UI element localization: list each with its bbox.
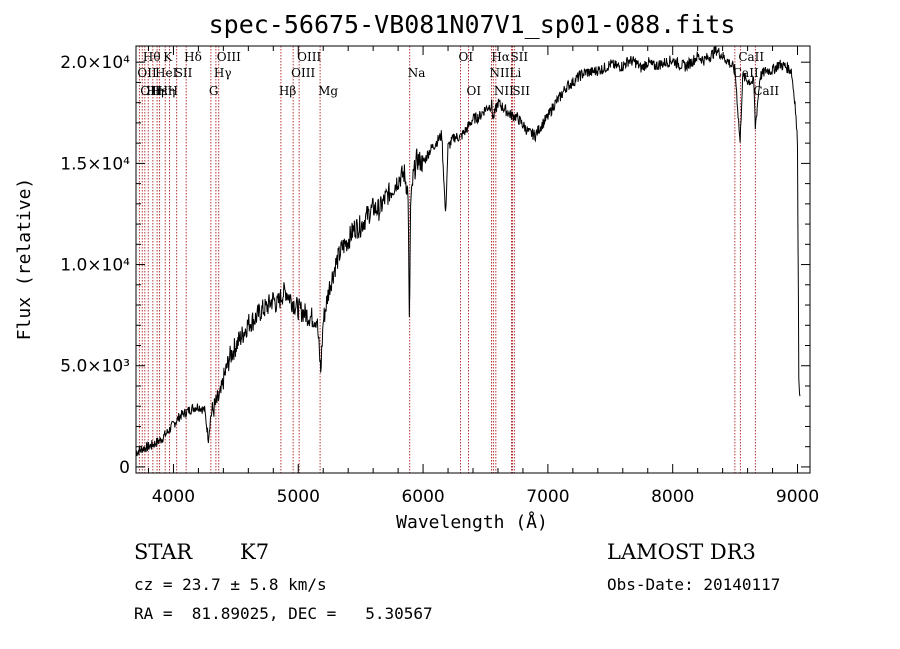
- line-marker-label: Hη: [146, 84, 164, 98]
- x-tick-label: 9000: [776, 487, 819, 507]
- x-tick-label: 8000: [651, 487, 694, 507]
- line-marker-label: OIII: [297, 50, 321, 64]
- line-marker-label: H: [168, 84, 178, 98]
- line-marker-label: OII: [137, 66, 157, 80]
- line-marker-label: Li: [509, 66, 521, 80]
- chart-title: spec-56675-VB081N07V1_sp01-088.fits: [209, 10, 736, 39]
- line-marker-label: Hε: [151, 84, 168, 98]
- x-tick-label: 4000: [152, 487, 195, 507]
- y-axis-label: Flux (relative): [14, 178, 35, 341]
- y-tick-label: 5.0×10³: [60, 357, 130, 377]
- y-tick-label: 2.0×10⁴: [60, 53, 130, 73]
- line-marker-label: Mg: [318, 84, 338, 98]
- line-marker-label: Hθ: [143, 50, 161, 64]
- x-axis-label: Wavelength (Å): [396, 511, 548, 533]
- line-marker-label: OIII: [291, 66, 315, 80]
- y-tick-label: 1.0×10⁴: [60, 256, 130, 276]
- line-marker-label: K: [163, 50, 173, 64]
- line-marker-label: SII: [512, 84, 530, 98]
- line-marker-label: NII: [489, 66, 509, 80]
- redshift-velocity: cz = 23.7 ± 5.8 km/s: [134, 575, 327, 594]
- object-class: STAR: [134, 540, 193, 564]
- line-marker-label: OI: [459, 50, 474, 64]
- line-marker-label: OII: [140, 84, 160, 98]
- spectrum-line: [135, 45, 801, 457]
- line-marker-label: Hδ: [184, 50, 202, 64]
- y-tick-label: 0: [119, 458, 130, 478]
- line-marker-label: Na: [408, 66, 426, 80]
- line-marker-label: Hα: [491, 50, 510, 64]
- line-markers: [138, 46, 756, 473]
- x-tick-label: 7000: [526, 487, 569, 507]
- observation-date: Obs-Date: 20140117: [607, 575, 781, 594]
- line-marker-label: G: [209, 84, 219, 98]
- plot-frame: [135, 45, 811, 474]
- line-marker-label: OI: [467, 84, 482, 98]
- survey-name: LAMOST DR3: [607, 540, 756, 564]
- line-marker-label: CaII: [753, 84, 779, 98]
- y-tick-label: 1.5×10⁴: [60, 154, 130, 174]
- line-marker-label: SII: [510, 50, 528, 64]
- line-marker-label: NII: [494, 84, 514, 98]
- line-marker-label: OIII: [217, 50, 241, 64]
- x-tick-label: 5000: [277, 487, 320, 507]
- line-marker-label: CaII: [738, 50, 764, 64]
- axis-ticks: 4000 5000 6000 7000 8000 9000 0 5.0×10³ 1.0×10⁴ 1…: [60, 46, 819, 507]
- line-marker-label: SII: [175, 66, 193, 80]
- line-marker-label: Hη: [158, 84, 176, 98]
- line-marker-label: Hγ: [214, 66, 232, 80]
- object-subclass: K7: [240, 540, 270, 564]
- line-marker-label: Hβ: [279, 84, 296, 98]
- x-tick-label: 6000: [401, 487, 444, 507]
- line-marker-label: HeI: [155, 66, 178, 80]
- sky-coordinates: RA = 81.89025, DEC = 5.30567: [134, 604, 433, 623]
